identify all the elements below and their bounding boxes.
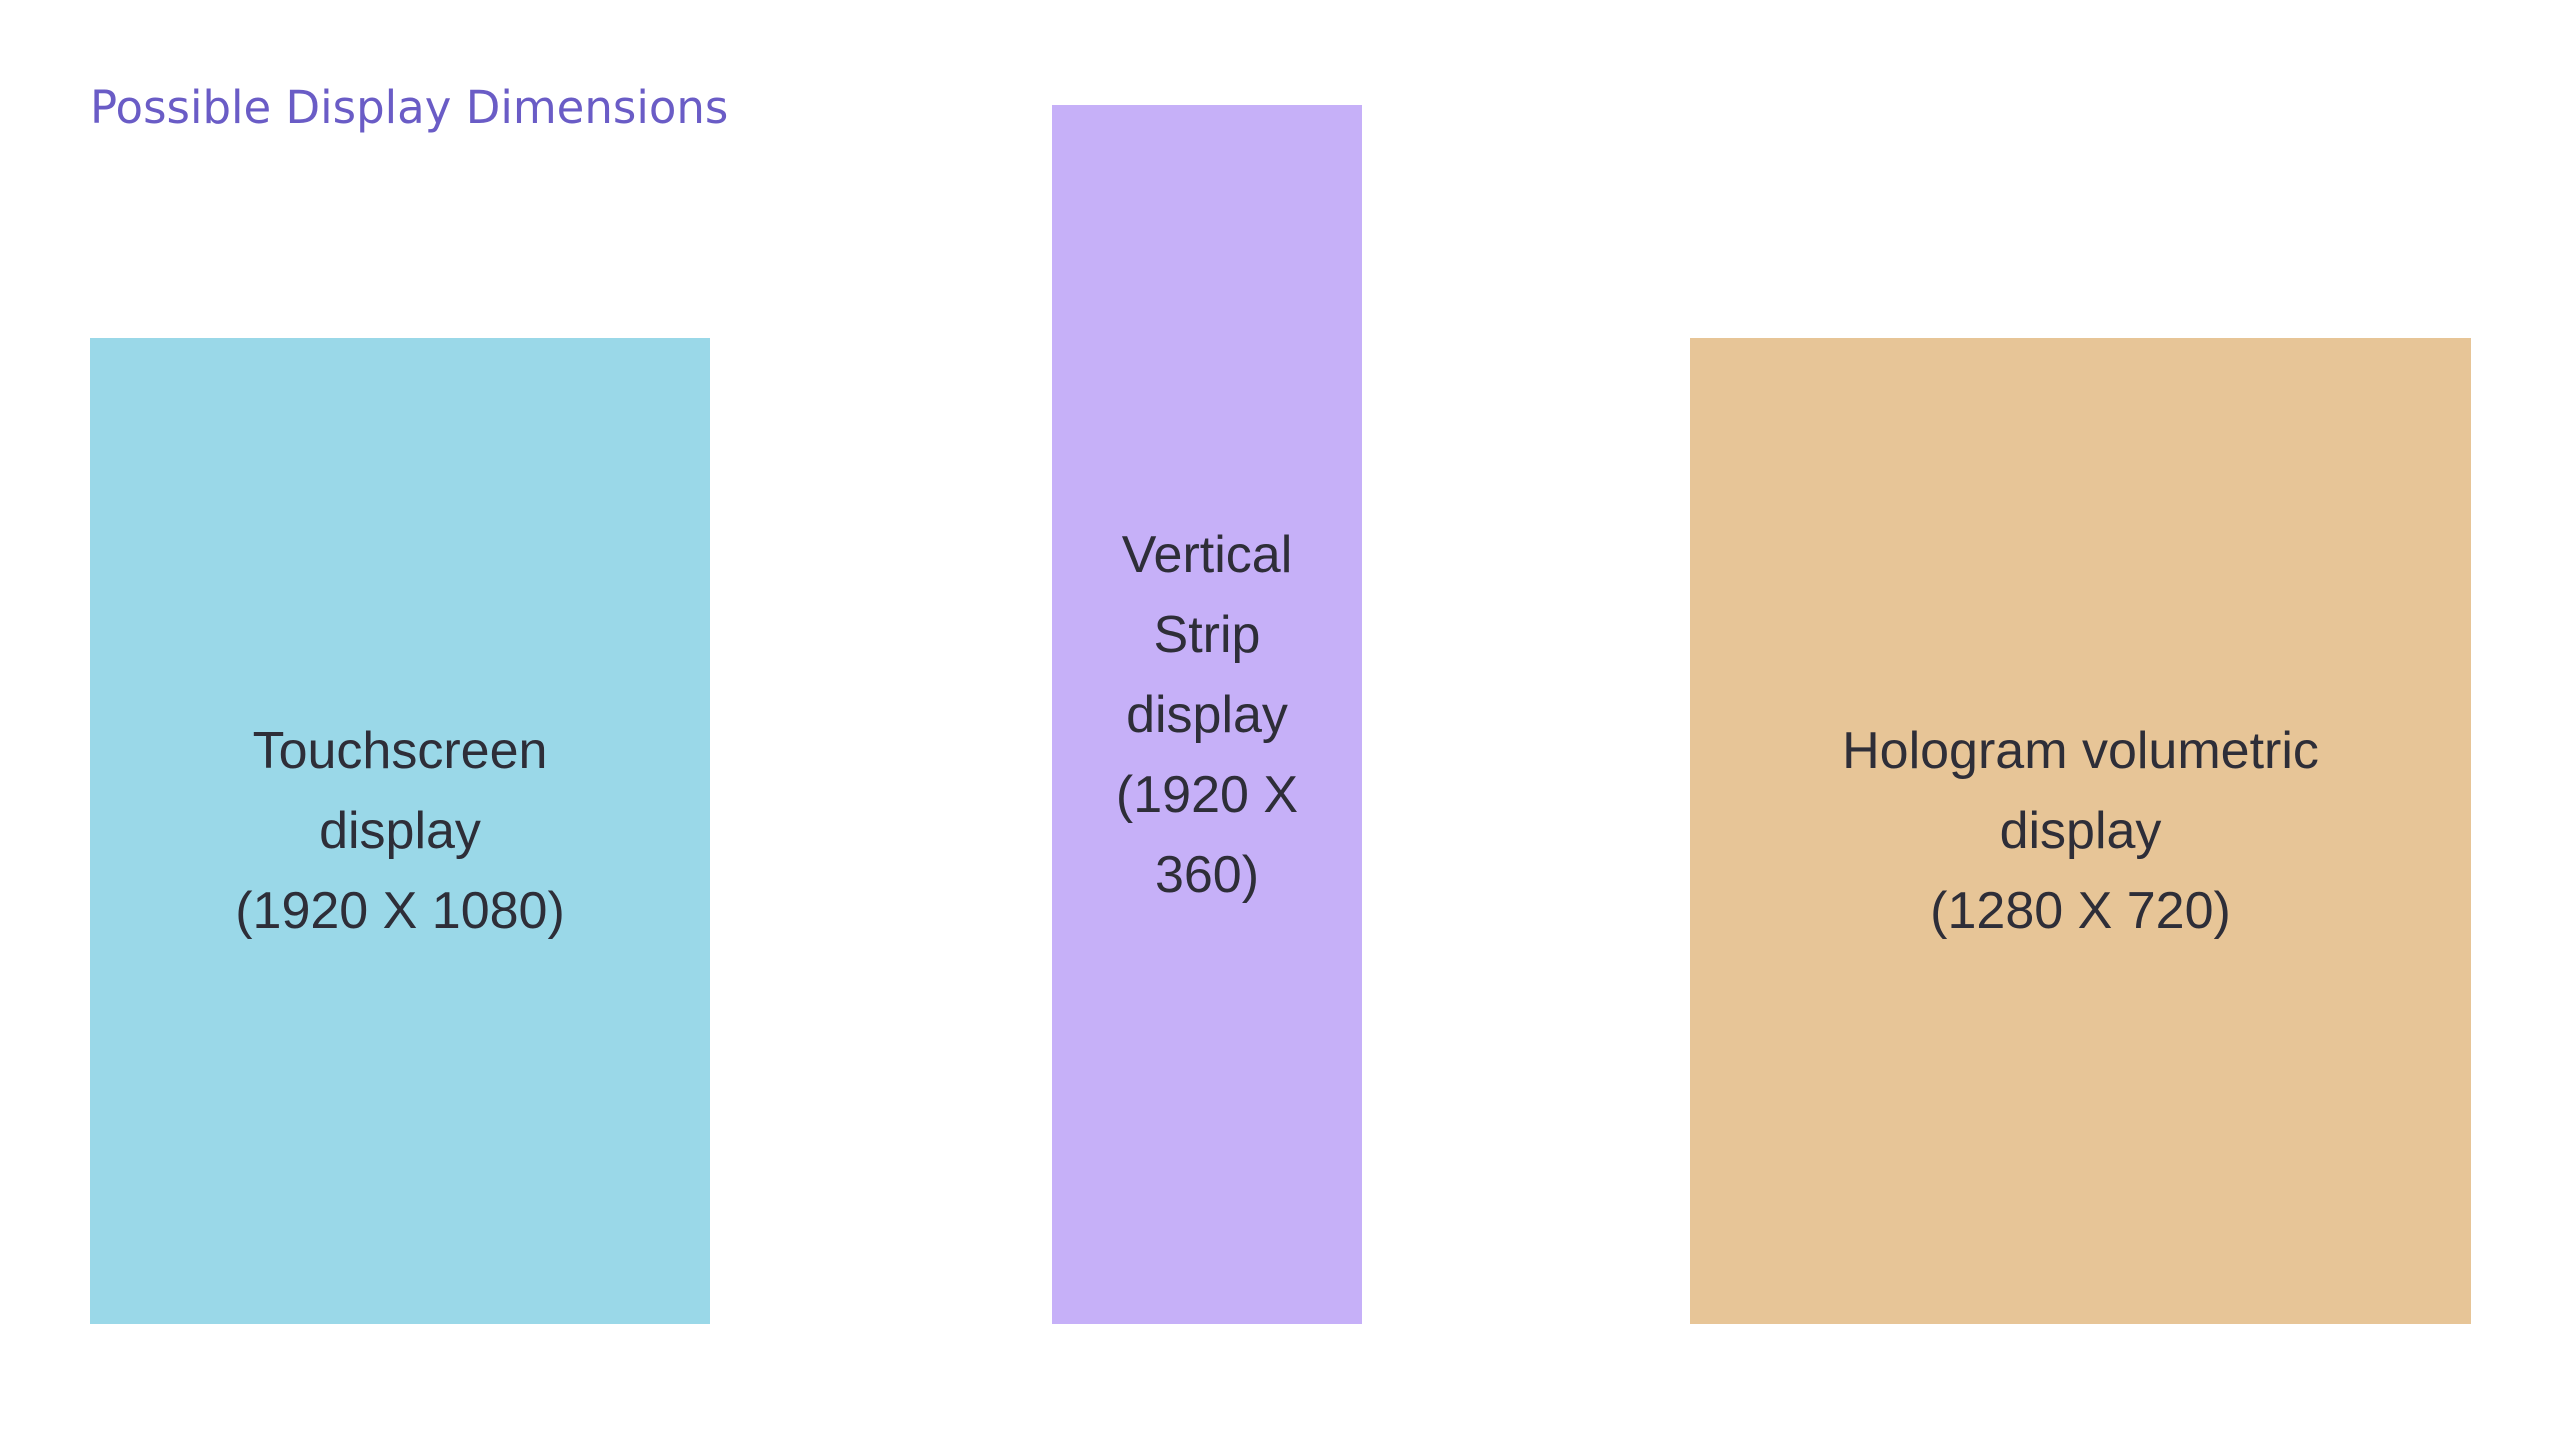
box-label-line: display: [1999, 802, 2162, 860]
display-box: Vertical Strip display (1920 X 360): [1052, 105, 1362, 1324]
box-label-line: Strip: [1153, 605, 1261, 664]
display-box: Touchscreen display (1920 X 1080): [90, 338, 710, 1324]
box-label-line: (1920 X 1080): [235, 882, 565, 940]
box-label-line: display: [1126, 685, 1288, 744]
box-label-line: display: [319, 802, 481, 860]
box-label-line: (1920 X: [1115, 765, 1299, 824]
box-label-line: 360): [1154, 845, 1260, 904]
display-box: Hologram volumetric display (1280 X 720): [1690, 338, 2471, 1324]
box-label-line: Vertical: [1121, 525, 1293, 584]
box-label-line: Hologram volumetric: [1842, 722, 2319, 780]
box-label-line: Touchscreen: [252, 722, 548, 780]
box-label-line: (1280 X 720): [1930, 882, 2231, 940]
title: Possible Display Dimensions: [90, 81, 729, 134]
